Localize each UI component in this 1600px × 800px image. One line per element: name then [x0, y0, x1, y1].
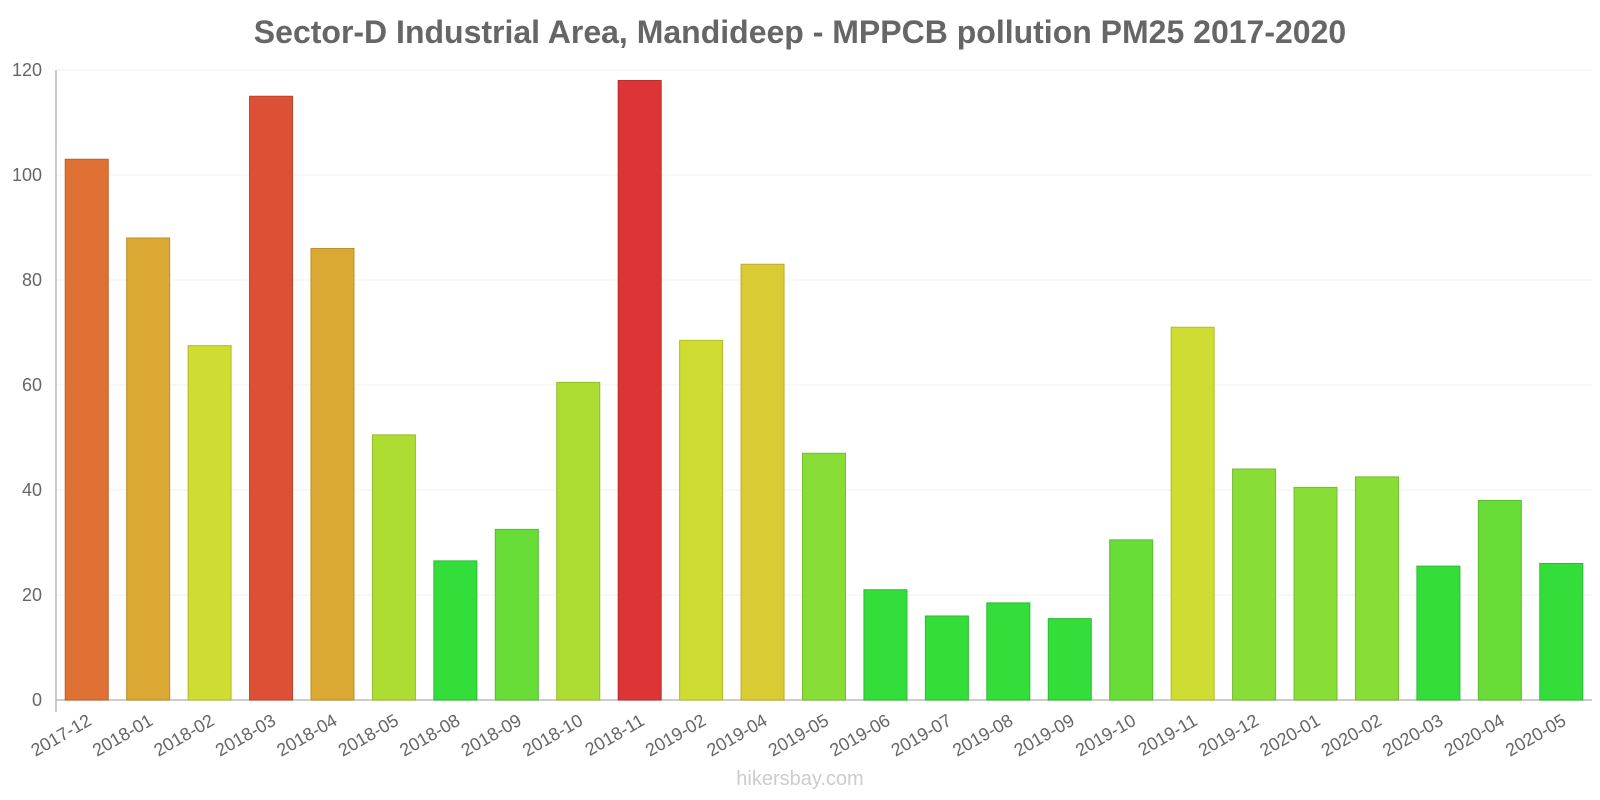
bar-2020-01[interactable]: [1293, 486, 1338, 701]
x-tick-label: 2019-02: [642, 710, 709, 760]
x-tick-label: 2018-08: [396, 710, 463, 760]
bar-2019-08[interactable]: [986, 602, 1031, 701]
x-tick-label: 2020-05: [1502, 710, 1569, 760]
x-tick-label: 2020-04: [1441, 710, 1508, 760]
bar-2020-03[interactable]: [1416, 565, 1461, 701]
x-tick-label: 2018-09: [458, 710, 525, 760]
x-tick-label: 2020-02: [1318, 710, 1385, 760]
x-tick-label: 2020-03: [1379, 710, 1446, 760]
x-tick-label: 2019-09: [1011, 710, 1078, 760]
bar-2019-07[interactable]: [924, 615, 969, 701]
bar-2018-02[interactable]: [187, 345, 232, 701]
x-tick-label: 2019-07: [888, 710, 955, 760]
bar-2018-08[interactable]: [433, 560, 478, 701]
bar-2018-09[interactable]: [494, 528, 539, 701]
bars: [64, 80, 1584, 701]
bar-2018-03[interactable]: [249, 95, 294, 701]
bar-2018-05[interactable]: [371, 434, 416, 701]
bar-2020-05[interactable]: [1539, 563, 1584, 701]
y-axis-tick-labels: 0 20 40 60 80 100 120: [12, 60, 42, 710]
x-tick-label: 2020-01: [1256, 710, 1323, 760]
x-tick-label: 2019-10: [1072, 710, 1139, 760]
bar-2019-10[interactable]: [1109, 539, 1154, 701]
bar-2019-11[interactable]: [1170, 326, 1215, 701]
y-tick-label: 120: [12, 60, 42, 80]
bar-2019-02[interactable]: [679, 339, 724, 701]
x-tick-label: 2019-06: [826, 710, 893, 760]
bar-2019-05[interactable]: [801, 452, 847, 701]
bar-2020-04[interactable]: [1477, 500, 1522, 701]
x-tick-label: 2019-11: [1135, 710, 1201, 760]
x-axis-tick-labels: 2017-122018-012018-022018-032018-042018-…: [28, 710, 1570, 760]
bar-2019-06[interactable]: [863, 589, 908, 701]
x-tick-label: 2019-05: [765, 710, 832, 760]
x-tick-label: 2018-04: [273, 710, 340, 760]
x-tick-label: 2019-12: [1195, 710, 1262, 760]
x-tick-label: 2018-01: [89, 710, 156, 760]
bar-2020-02[interactable]: [1354, 476, 1399, 701]
x-tick-label: 2019-08: [949, 710, 1016, 760]
bar-2018-10[interactable]: [556, 381, 601, 701]
bar-2019-04[interactable]: [740, 263, 785, 701]
x-tick-label: 2018-03: [212, 710, 279, 760]
x-tick-label: 2018-05: [335, 710, 402, 760]
bar-2017-12[interactable]: [64, 158, 109, 701]
y-tick-label: 0: [32, 690, 42, 710]
bar-2019-09[interactable]: [1047, 618, 1092, 701]
x-tick-label: 2018-02: [150, 710, 217, 760]
bar-2018-04[interactable]: [310, 248, 355, 701]
y-tick-label: 20: [22, 585, 42, 605]
bar-2019-12[interactable]: [1232, 468, 1277, 701]
x-tick-label: 2017-12: [28, 710, 95, 760]
x-tick-label: 2018-10: [519, 710, 586, 760]
bar-2018-11[interactable]: [617, 80, 662, 701]
chart-title: Sector-D Industrial Area, Mandideep - MP…: [253, 14, 1347, 50]
y-tick-label: 40: [22, 480, 42, 500]
y-tick-label: 80: [22, 270, 42, 290]
watermark: hikersbay.com: [736, 768, 864, 790]
x-tick-label: 2018-11: [582, 710, 648, 760]
y-tick-label: 100: [12, 165, 42, 185]
x-tick-label: 2019-04: [703, 710, 770, 760]
y-tick-label: 60: [22, 375, 42, 395]
bar-2018-01[interactable]: [126, 237, 171, 701]
